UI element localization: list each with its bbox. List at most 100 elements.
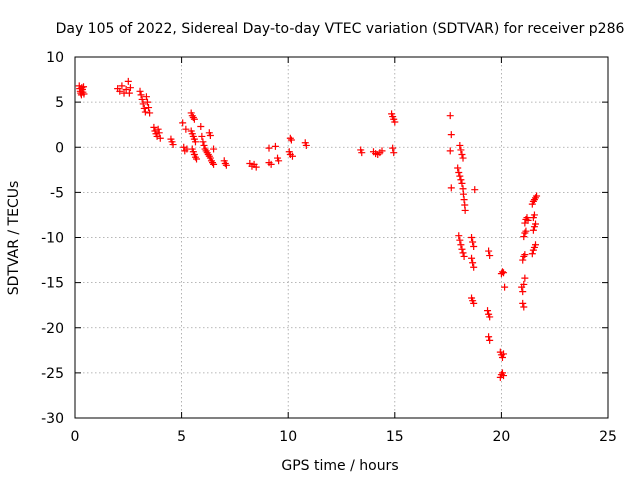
- data-point: [136, 87, 144, 95]
- data-point: [169, 141, 177, 149]
- y-tick-label: -20: [41, 321, 64, 337]
- x-tick-label: 5: [177, 429, 186, 445]
- data-point: [446, 147, 454, 155]
- data-point: [484, 307, 492, 315]
- data-point: [80, 83, 88, 91]
- data-point: [458, 245, 466, 253]
- data-point: [521, 251, 529, 259]
- data-point: [140, 104, 148, 112]
- data-point: [459, 154, 467, 162]
- chart-title: Day 105 of 2022, Sidereal Day-to-day VTE…: [56, 21, 625, 37]
- data-point: [447, 131, 455, 139]
- data-point: [521, 229, 529, 237]
- data-point: [456, 236, 464, 244]
- data-point: [520, 252, 528, 260]
- data-point: [265, 144, 273, 152]
- data-point: [498, 268, 506, 276]
- data-point: [532, 220, 540, 228]
- data-point: [139, 100, 147, 108]
- data-point: [275, 157, 283, 165]
- data-point: [116, 87, 124, 95]
- data-point: [206, 132, 214, 140]
- x-tick-label: 0: [71, 429, 80, 445]
- y-tick-label: -15: [41, 276, 64, 292]
- data-point: [485, 333, 493, 341]
- data-point: [302, 141, 310, 149]
- y-axis-label: SDTVAR / TECUs: [6, 181, 22, 296]
- data-point: [486, 336, 494, 344]
- data-point: [529, 226, 537, 234]
- data-point: [154, 125, 162, 133]
- data-point: [150, 123, 158, 131]
- data-point: [138, 95, 146, 103]
- data-point: [179, 119, 187, 127]
- data-point: [519, 299, 527, 307]
- data-point: [468, 254, 476, 262]
- data-point: [461, 206, 469, 214]
- data-point: [271, 142, 279, 150]
- data-point: [143, 98, 151, 106]
- x-tick-label: 25: [599, 429, 617, 445]
- data-point: [126, 84, 134, 92]
- data-point: [456, 141, 464, 149]
- data-point: [458, 179, 466, 187]
- data-point: [378, 147, 386, 155]
- data-point: [470, 243, 478, 251]
- data-point: [485, 247, 493, 255]
- data-point: [457, 146, 465, 154]
- data-point: [145, 104, 153, 112]
- data-point: [454, 164, 462, 172]
- y-tick-label: -5: [50, 185, 64, 201]
- data-point: [80, 90, 88, 98]
- data-point: [446, 112, 454, 120]
- data-point: [210, 160, 218, 168]
- data-point: [287, 136, 295, 144]
- data-point: [469, 238, 477, 246]
- y-tick-label: -25: [41, 366, 64, 382]
- x-tick-label: 20: [492, 429, 510, 445]
- data-point: [520, 303, 528, 311]
- data-point: [222, 161, 230, 169]
- y-tick-label: 10: [46, 50, 64, 66]
- data-point: [470, 299, 478, 307]
- y-tick-label: -30: [41, 411, 64, 427]
- data-point: [533, 192, 541, 200]
- data-point: [190, 115, 198, 123]
- data-point: [197, 122, 205, 130]
- data-point: [286, 134, 294, 142]
- x-tick-label: 15: [386, 429, 404, 445]
- data-point: [252, 163, 260, 171]
- data-point: [455, 169, 463, 177]
- data-point: [460, 196, 468, 204]
- data-point: [198, 132, 206, 140]
- data-point: [456, 172, 464, 180]
- data-point: [457, 241, 465, 249]
- data-point: [520, 233, 528, 241]
- x-axis-label: GPS time / hours: [281, 458, 398, 474]
- data-point: [390, 149, 398, 157]
- data-point: [500, 372, 508, 380]
- data-point: [137, 91, 145, 99]
- data-point: [458, 150, 466, 158]
- data-point: [528, 250, 536, 258]
- data-point: [486, 313, 494, 321]
- y-tick-label: -10: [41, 231, 64, 247]
- data-point: [200, 141, 208, 149]
- data-point: [470, 263, 478, 271]
- grid-lines: [75, 57, 608, 418]
- data-points: [75, 77, 541, 381]
- axis-ticks: 0 5 10 15 20 25 -30 -25 -20 -15 -10 -5 0 5 10: [41, 50, 617, 445]
- data-point: [500, 269, 508, 277]
- data-point: [118, 82, 126, 90]
- data-point: [500, 350, 508, 358]
- data-point: [469, 259, 477, 267]
- data-point: [358, 149, 366, 157]
- data-point: [191, 138, 199, 146]
- data-point: [519, 288, 527, 296]
- data-point: [155, 129, 163, 137]
- x-tick-label: 10: [279, 429, 297, 445]
- data-point: [125, 89, 133, 97]
- data-point: [288, 152, 296, 160]
- data-point: [519, 256, 527, 264]
- data-point: [146, 109, 154, 117]
